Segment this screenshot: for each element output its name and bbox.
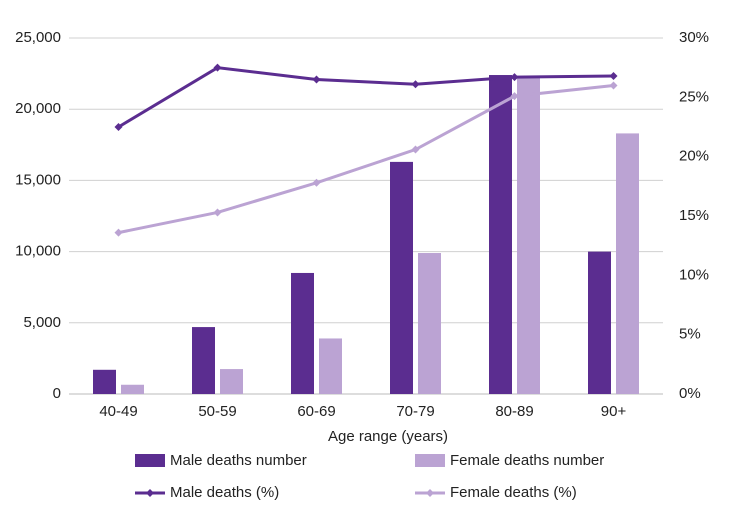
marker [114, 228, 123, 237]
line [117, 66, 614, 129]
bar [418, 253, 441, 394]
marker [510, 73, 519, 82]
legend-label: Male deaths number [170, 452, 307, 469]
legend-marker [426, 489, 434, 497]
y-tick-label: 10,000 [15, 243, 61, 260]
y-tick-label: 15,000 [15, 171, 61, 188]
marker [312, 178, 321, 187]
y2-tick-label: 0% [679, 385, 701, 402]
y2-tick-label: 20% [679, 148, 709, 165]
marker [312, 75, 321, 84]
bar [319, 338, 342, 394]
bar [121, 384, 144, 394]
bar [517, 76, 540, 394]
y2-tick-label: 5% [679, 326, 701, 343]
bar [220, 369, 243, 394]
marker [609, 71, 618, 80]
y2-tick-label: 30% [679, 29, 709, 46]
x-tick-label: 40-49 [99, 403, 137, 420]
marker [114, 123, 123, 131]
marker [213, 63, 222, 72]
bar [192, 327, 215, 394]
legend-label: Female deaths (%) [450, 484, 577, 501]
x-tick-label: 60-69 [297, 403, 335, 420]
legend-swatch [415, 454, 445, 467]
x-axis-title: Age range (years) [328, 428, 448, 445]
legend-label: Male deaths (%) [170, 484, 279, 501]
line [118, 83, 614, 235]
y2-tick-label: 25% [679, 88, 709, 105]
y-tick-label: 5,000 [23, 314, 61, 331]
x-tick-label: 80-89 [495, 403, 533, 420]
marker [609, 81, 618, 90]
legend-swatch [135, 454, 165, 467]
x-tick-label: 90+ [601, 403, 627, 420]
legend-label: Female deaths number [450, 452, 604, 469]
y-tick-label: 25,000 [15, 29, 61, 46]
x-tick-label: 70-79 [396, 403, 434, 420]
bar [93, 369, 116, 394]
bar [390, 161, 413, 394]
marker [411, 80, 420, 89]
legend-marker [146, 489, 154, 497]
y2-tick-label: 15% [679, 207, 709, 224]
y-tick-label: 0 [53, 385, 61, 402]
marker [411, 145, 420, 154]
bar [291, 272, 314, 394]
marker [510, 92, 519, 101]
y2-tick-label: 10% [679, 266, 709, 283]
bar [489, 75, 512, 395]
bar [588, 251, 611, 394]
y-tick-label: 20,000 [15, 100, 61, 117]
marker [213, 208, 222, 217]
bar [616, 133, 639, 394]
x-tick-label: 50-59 [198, 403, 236, 420]
